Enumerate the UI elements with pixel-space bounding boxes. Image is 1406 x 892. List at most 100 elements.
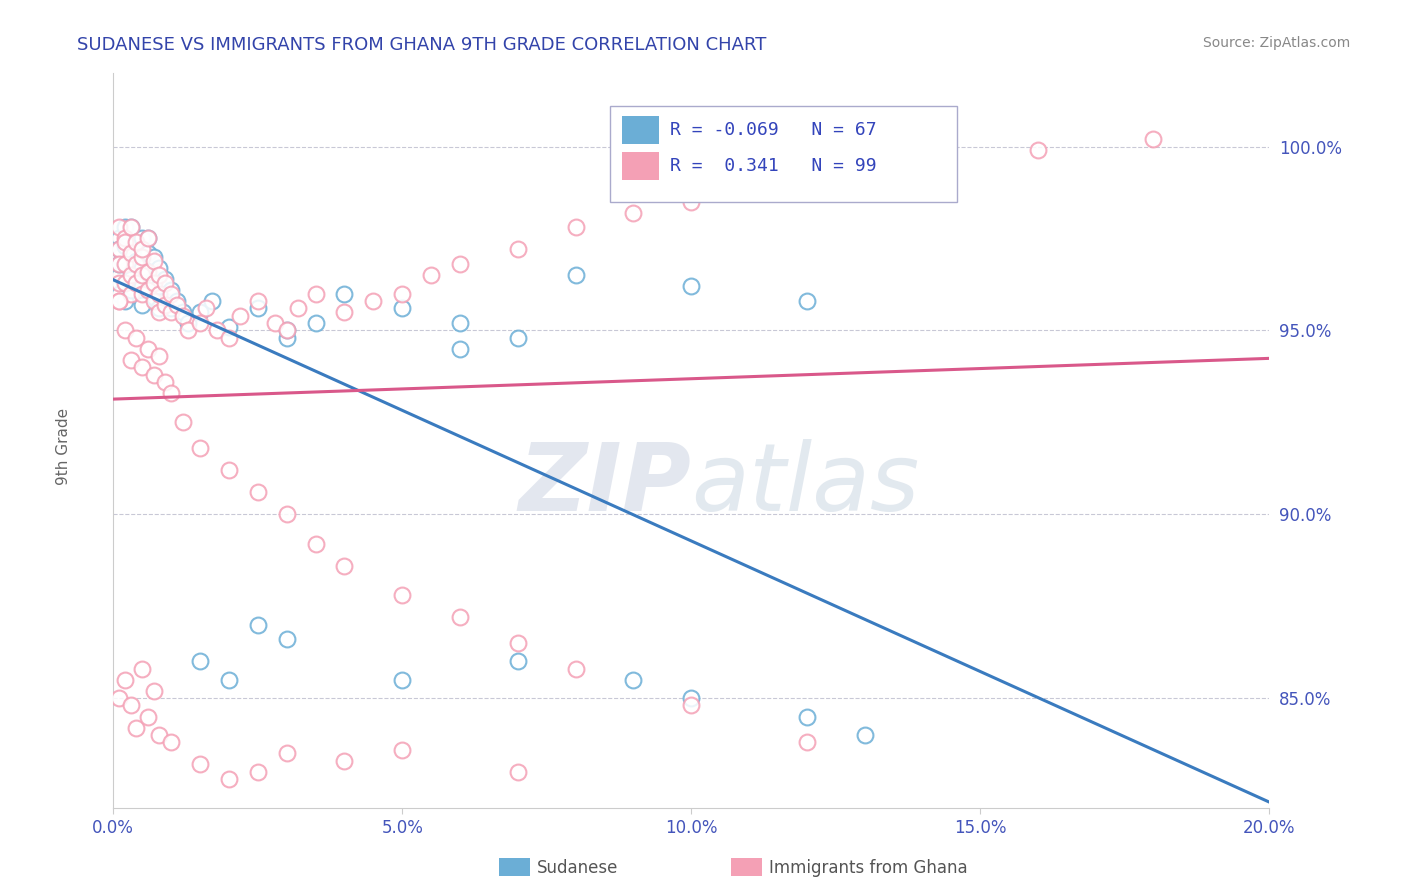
Point — [246, 617, 269, 632]
Point — [391, 588, 413, 602]
Point — [136, 264, 159, 278]
Point — [136, 283, 159, 297]
Point — [218, 331, 240, 345]
Text: R =  0.341   N = 99: R = 0.341 N = 99 — [671, 157, 877, 175]
Point — [120, 264, 142, 278]
Point — [131, 231, 153, 245]
Point — [155, 276, 177, 290]
Point — [120, 220, 142, 235]
Point — [391, 673, 413, 687]
Point — [125, 253, 148, 268]
Point — [166, 298, 188, 312]
Text: Sudanese: Sudanese — [537, 859, 619, 877]
Point — [155, 272, 177, 286]
Point — [391, 286, 413, 301]
Point — [142, 250, 165, 264]
Point — [125, 276, 148, 290]
Point — [194, 301, 217, 316]
Point — [506, 654, 529, 668]
Point — [108, 243, 131, 257]
Point — [125, 257, 148, 271]
Point — [287, 301, 309, 316]
Point — [853, 728, 876, 742]
Point — [148, 728, 170, 742]
Point — [148, 305, 170, 319]
Point — [120, 272, 142, 286]
Point — [142, 253, 165, 268]
Point — [125, 331, 148, 345]
Point — [796, 735, 818, 749]
Point — [218, 463, 240, 477]
Point — [218, 772, 240, 786]
Point — [564, 268, 586, 283]
Point — [796, 293, 818, 308]
Point — [449, 610, 471, 624]
Point — [1026, 143, 1049, 157]
Point — [136, 342, 159, 356]
Point — [796, 169, 818, 183]
Point — [125, 235, 148, 249]
FancyBboxPatch shape — [610, 106, 957, 202]
Point — [114, 235, 136, 249]
Point — [621, 673, 644, 687]
Text: SUDANESE VS IMMIGRANTS FROM GHANA 9TH GRADE CORRELATION CHART: SUDANESE VS IMMIGRANTS FROM GHANA 9TH GR… — [77, 36, 766, 54]
Text: atlas: atlas — [692, 440, 920, 531]
Point — [148, 279, 170, 293]
Point — [136, 231, 159, 245]
Point — [177, 316, 200, 330]
Point — [304, 286, 326, 301]
Point — [420, 268, 443, 283]
Point — [108, 286, 131, 301]
Point — [120, 286, 142, 301]
Point — [172, 415, 194, 429]
Point — [136, 264, 159, 278]
Point — [200, 293, 222, 308]
Point — [114, 220, 136, 235]
Point — [363, 293, 385, 308]
Point — [114, 257, 136, 271]
Point — [148, 301, 170, 316]
Point — [125, 721, 148, 735]
Point — [276, 746, 298, 760]
Point — [506, 636, 529, 650]
Point — [108, 220, 131, 235]
Point — [136, 231, 159, 245]
Point — [114, 673, 136, 687]
Text: 9th Grade: 9th Grade — [56, 408, 70, 484]
Point — [264, 316, 287, 330]
Point — [276, 331, 298, 345]
Point — [188, 757, 211, 772]
Point — [276, 508, 298, 522]
Point — [391, 301, 413, 316]
Point — [108, 691, 131, 706]
Point — [155, 298, 177, 312]
Point — [131, 360, 153, 375]
Point — [449, 342, 471, 356]
Point — [131, 662, 153, 676]
Text: ZIP: ZIP — [519, 439, 692, 531]
Point — [304, 316, 326, 330]
Point — [564, 662, 586, 676]
Point — [148, 260, 170, 275]
Point — [125, 276, 148, 290]
Point — [120, 268, 142, 283]
Point — [148, 268, 170, 283]
Point — [125, 235, 148, 249]
Point — [160, 283, 183, 297]
Point — [506, 764, 529, 779]
Point — [160, 735, 183, 749]
Text: Source: ZipAtlas.com: Source: ZipAtlas.com — [1202, 36, 1350, 50]
Point — [333, 305, 356, 319]
Point — [108, 293, 131, 308]
Point — [276, 632, 298, 647]
Point — [108, 276, 131, 290]
Point — [796, 709, 818, 723]
Point — [155, 375, 177, 389]
Point — [108, 231, 131, 245]
Point — [108, 250, 131, 264]
Point — [333, 754, 356, 768]
Point — [131, 279, 153, 293]
Point — [246, 485, 269, 500]
Point — [155, 293, 177, 308]
Point — [142, 368, 165, 382]
